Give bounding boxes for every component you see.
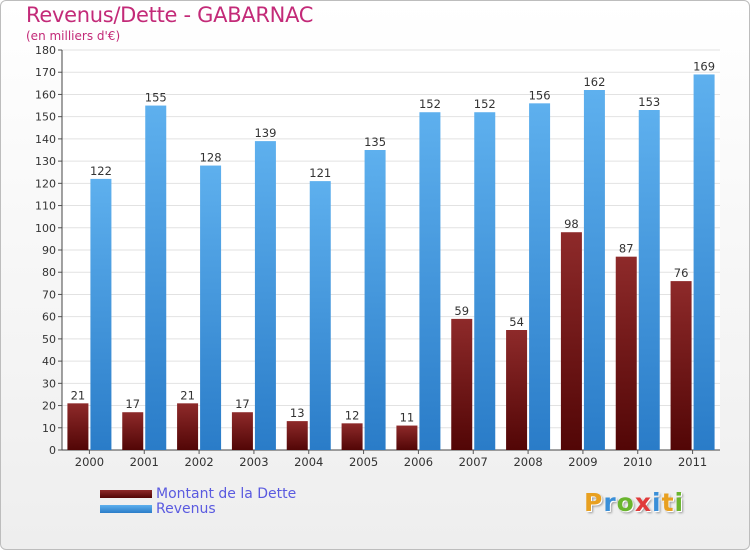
chart-subtitle: (en milliers d'€) [26, 29, 121, 43]
bar-dette-2004 [286, 421, 308, 450]
data-label-revenus-2002: 128 [200, 151, 222, 165]
legend-swatch-dette [100, 489, 152, 498]
data-label-dette-2000: 21 [71, 388, 86, 402]
data-label-revenus-2000: 122 [90, 164, 112, 178]
x-tick-label: 2005 [349, 455, 378, 469]
x-tick-label: 2001 [130, 455, 159, 469]
y-tick-label: 110 [35, 200, 56, 213]
data-label-revenus-2006: 152 [419, 97, 441, 111]
logo-letter: t [661, 488, 675, 517]
bar-revenus-2003 [254, 141, 276, 450]
y-tick-label: 150 [35, 111, 56, 124]
x-tick-label: 2007 [459, 455, 488, 469]
data-label-revenus-2011: 169 [693, 59, 715, 73]
y-tick-label: 70 [42, 288, 56, 301]
bar-dette-2001 [122, 412, 144, 450]
logo-letter: r [603, 488, 617, 517]
legend-item-dette: Montant de la Dette [100, 485, 297, 502]
data-label-revenus-2010: 153 [638, 95, 660, 109]
y-tick-label: 160 [35, 88, 56, 101]
bar-dette-2011 [670, 281, 692, 450]
y-tick-label: 100 [35, 222, 56, 235]
bar-revenus-2010 [638, 110, 660, 450]
logo-letter: x [634, 488, 652, 517]
bar-dette-2005 [341, 423, 363, 450]
data-label-dette-2011: 76 [674, 266, 689, 280]
y-tick-label: 120 [35, 177, 56, 190]
data-label-revenus-2003: 139 [254, 126, 276, 140]
y-tick-label: 90 [42, 244, 56, 257]
legend-label-dette: Montant de la Dette [156, 485, 297, 502]
legend-swatch-revenus [100, 504, 152, 513]
bar-dette-2002 [177, 403, 199, 450]
y-tick-label: 60 [42, 311, 56, 324]
chart-title: Revenus/Dette - GABARNAC [26, 3, 314, 27]
x-tick-label: 2000 [75, 455, 104, 469]
data-label-dette-2001: 17 [125, 397, 140, 411]
y-tick-label: 20 [42, 400, 56, 413]
y-tick-label: 130 [35, 155, 56, 168]
data-label-dette-2010: 87 [619, 242, 634, 256]
bar-dette-2009 [560, 232, 582, 450]
y-tick-label: 50 [42, 333, 56, 346]
bar-dette-2010 [615, 256, 637, 450]
x-tick-label: 2008 [513, 455, 542, 469]
bar-dette-2000 [67, 403, 89, 450]
bar-revenus-2009 [583, 90, 605, 450]
bar-dette-2003 [231, 412, 253, 450]
bar-dette-2007 [451, 318, 473, 450]
bar-revenus-2005 [364, 150, 386, 450]
x-tick-label: 2006 [404, 455, 433, 469]
data-label-dette-2009: 98 [564, 217, 579, 231]
x-tick-label: 2010 [623, 455, 652, 469]
legend-item-revenus: Revenus [100, 500, 296, 517]
proxiti-logo: Proxiti [584, 488, 684, 517]
bar-revenus-2004 [309, 181, 331, 450]
logo-letter: P [584, 488, 604, 517]
x-tick-label: 2002 [184, 455, 213, 469]
bar-dette-2006 [396, 425, 418, 450]
data-label-dette-2007: 59 [454, 304, 469, 318]
data-label-dette-2008: 54 [509, 315, 524, 329]
x-tick-label: 2011 [678, 455, 707, 469]
y-tick-label: 140 [35, 133, 56, 146]
data-label-revenus-2004: 121 [309, 166, 331, 180]
data-label-dette-2004: 13 [290, 406, 305, 420]
bar-revenus-2011 [693, 74, 715, 450]
bar-dette-2008 [506, 330, 528, 450]
bar-revenus-2007 [474, 112, 496, 450]
bar-revenus-2002 [200, 165, 222, 451]
legend: Montant de la Dette Revenus [100, 485, 297, 517]
x-tick-label: 2003 [239, 455, 268, 469]
x-tick-label: 2009 [568, 455, 597, 469]
data-label-revenus-2009: 162 [583, 75, 605, 89]
bar-revenus-2006 [419, 112, 441, 450]
data-label-dette-2002: 21 [180, 388, 195, 402]
data-label-dette-2005: 12 [345, 408, 360, 422]
x-tick-label: 2004 [294, 455, 323, 469]
data-label-dette-2006: 11 [400, 411, 415, 425]
logo-letter: o [616, 488, 635, 517]
bar-revenus-2008 [529, 103, 551, 450]
data-label-revenus-2007: 152 [474, 97, 496, 111]
y-tick-label: 80 [42, 266, 56, 279]
logo-letter: i [674, 488, 685, 517]
bar-revenus-2000 [90, 178, 112, 450]
data-label-revenus-2001: 155 [145, 91, 167, 105]
y-tick-label: 30 [42, 377, 56, 390]
logo-letter: i [652, 488, 662, 517]
y-tick-label: 180 [35, 44, 56, 57]
bar-revenus-2001 [145, 105, 167, 451]
data-label-revenus-2005: 135 [364, 135, 386, 149]
data-label-dette-2003: 17 [235, 397, 250, 411]
y-tick-label: 10 [42, 422, 56, 435]
y-tick-label: 0 [49, 444, 56, 457]
legend-label-revenus: Revenus [156, 500, 216, 517]
y-tick-label: 170 [35, 66, 56, 79]
data-label-revenus-2008: 156 [529, 88, 551, 102]
y-tick-label: 40 [42, 355, 56, 368]
